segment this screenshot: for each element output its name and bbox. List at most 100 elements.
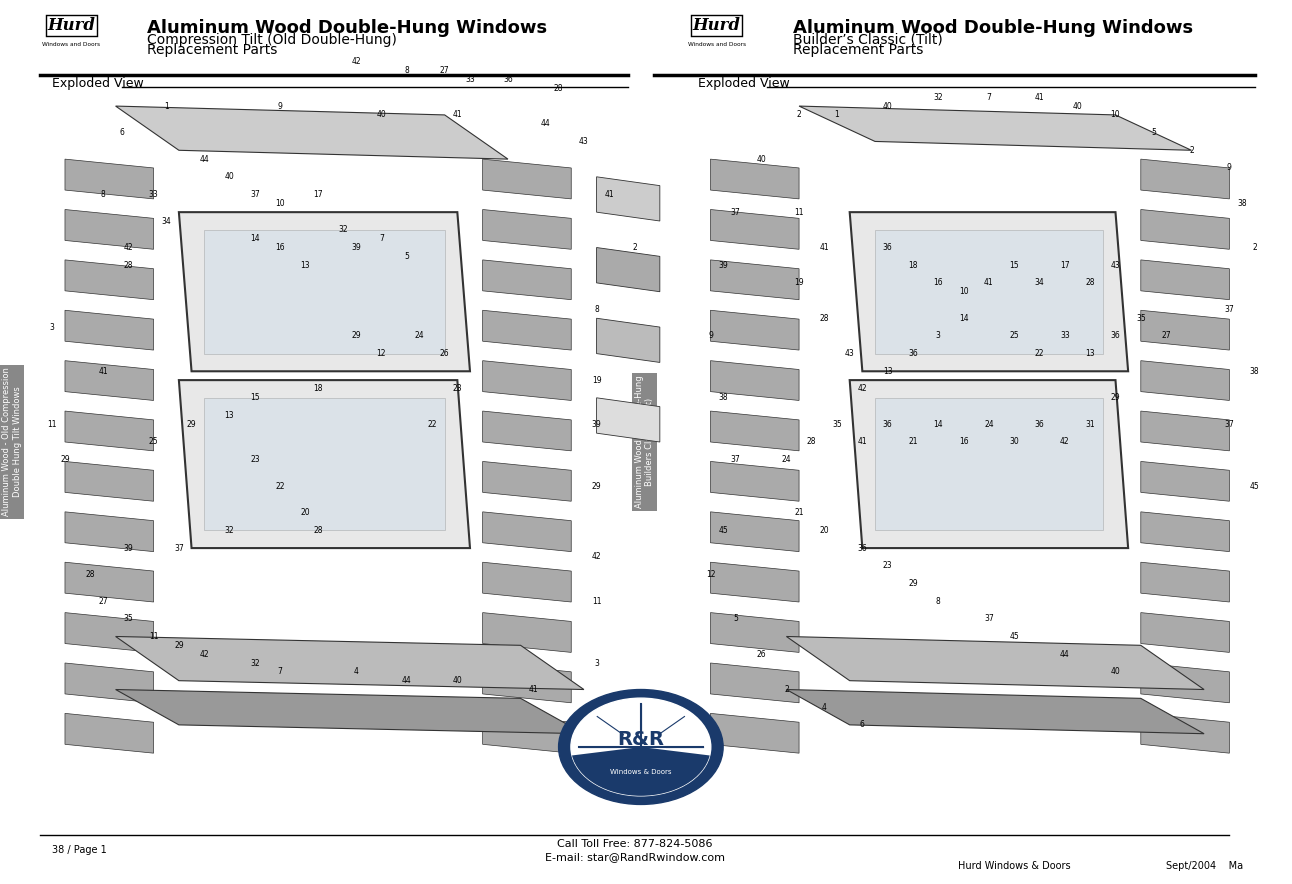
Text: 12: 12 bbox=[705, 570, 716, 579]
Text: 14: 14 bbox=[251, 234, 260, 243]
Text: 8: 8 bbox=[404, 66, 410, 75]
Text: 42: 42 bbox=[199, 650, 209, 659]
Text: 32: 32 bbox=[934, 93, 943, 102]
Text: 3: 3 bbox=[594, 659, 599, 667]
Text: 42: 42 bbox=[1059, 438, 1070, 446]
Text: 44: 44 bbox=[199, 155, 209, 164]
Text: 36: 36 bbox=[858, 544, 867, 552]
Polygon shape bbox=[711, 713, 798, 753]
Polygon shape bbox=[787, 690, 1204, 734]
Text: 36: 36 bbox=[1035, 420, 1044, 429]
Polygon shape bbox=[65, 663, 154, 703]
Text: 37: 37 bbox=[174, 544, 183, 552]
Text: 11: 11 bbox=[149, 632, 159, 641]
Polygon shape bbox=[1141, 260, 1230, 300]
Text: 41: 41 bbox=[858, 438, 867, 446]
Polygon shape bbox=[711, 310, 798, 350]
Text: 28: 28 bbox=[85, 570, 96, 579]
Text: 12: 12 bbox=[377, 349, 386, 358]
Text: 30: 30 bbox=[1009, 438, 1019, 446]
Polygon shape bbox=[875, 230, 1103, 354]
Text: 28: 28 bbox=[554, 84, 563, 93]
Text: E-mail: star@RandRwindow.com: E-mail: star@RandRwindow.com bbox=[544, 852, 725, 863]
Polygon shape bbox=[850, 212, 1128, 371]
Text: 40: 40 bbox=[376, 110, 386, 119]
Polygon shape bbox=[178, 380, 470, 548]
Text: 41: 41 bbox=[452, 110, 463, 119]
Text: Builder’s Classic (Tilt): Builder’s Classic (Tilt) bbox=[793, 33, 942, 47]
Text: 37: 37 bbox=[249, 190, 260, 199]
Text: 45: 45 bbox=[718, 526, 727, 535]
Text: 1: 1 bbox=[835, 110, 840, 119]
Polygon shape bbox=[711, 159, 798, 199]
Text: 37: 37 bbox=[731, 455, 740, 464]
Text: Exploded View: Exploded View bbox=[698, 78, 789, 90]
Text: 38: 38 bbox=[1238, 199, 1247, 208]
Polygon shape bbox=[483, 260, 571, 300]
Text: 4: 4 bbox=[354, 667, 358, 676]
Text: 11: 11 bbox=[48, 420, 57, 429]
Text: 28: 28 bbox=[1085, 278, 1094, 287]
Text: 7: 7 bbox=[278, 667, 283, 676]
Text: 27: 27 bbox=[98, 597, 107, 606]
Text: 45: 45 bbox=[1249, 482, 1260, 491]
Text: 23: 23 bbox=[882, 561, 893, 570]
Text: 44: 44 bbox=[1059, 650, 1070, 659]
Text: 20: 20 bbox=[301, 508, 310, 517]
Text: 34: 34 bbox=[1035, 278, 1044, 287]
Polygon shape bbox=[1141, 310, 1230, 350]
Text: 34: 34 bbox=[162, 217, 171, 225]
Polygon shape bbox=[711, 613, 798, 652]
Polygon shape bbox=[711, 210, 798, 249]
Text: 26: 26 bbox=[439, 349, 450, 358]
Polygon shape bbox=[178, 212, 470, 371]
Text: 13: 13 bbox=[301, 261, 310, 270]
Text: 25: 25 bbox=[1009, 332, 1019, 340]
Text: 5: 5 bbox=[734, 614, 738, 623]
Text: 35: 35 bbox=[1136, 314, 1146, 323]
Polygon shape bbox=[711, 461, 798, 501]
Polygon shape bbox=[850, 380, 1128, 548]
Polygon shape bbox=[1141, 461, 1230, 501]
Polygon shape bbox=[483, 512, 571, 552]
Polygon shape bbox=[65, 613, 154, 652]
Text: 41: 41 bbox=[819, 243, 829, 252]
Text: 2: 2 bbox=[1252, 243, 1257, 252]
Polygon shape bbox=[1141, 512, 1230, 552]
Text: 5: 5 bbox=[1151, 128, 1156, 137]
Text: Aluminum Wood - Double-Hung
Builders Classic (Tilt): Aluminum Wood - Double-Hung Builders Cla… bbox=[634, 376, 654, 508]
Polygon shape bbox=[65, 310, 154, 350]
Text: 21: 21 bbox=[908, 438, 917, 446]
Text: 11: 11 bbox=[795, 208, 804, 217]
Polygon shape bbox=[65, 562, 154, 602]
Text: 28: 28 bbox=[124, 261, 133, 270]
Text: 36: 36 bbox=[1111, 332, 1120, 340]
Text: 39: 39 bbox=[592, 420, 602, 429]
Text: 21: 21 bbox=[795, 508, 804, 517]
Polygon shape bbox=[711, 512, 798, 552]
Polygon shape bbox=[483, 210, 571, 249]
Text: 2: 2 bbox=[632, 243, 637, 252]
Text: 38: 38 bbox=[718, 393, 727, 402]
Polygon shape bbox=[204, 230, 444, 354]
Text: 33: 33 bbox=[1059, 332, 1070, 340]
Polygon shape bbox=[1141, 361, 1230, 400]
Text: 8: 8 bbox=[594, 305, 599, 314]
Text: 27: 27 bbox=[1162, 332, 1171, 340]
Polygon shape bbox=[65, 461, 154, 501]
Text: 23: 23 bbox=[452, 385, 463, 393]
Circle shape bbox=[558, 690, 724, 804]
Text: 9: 9 bbox=[708, 332, 713, 340]
Text: 44: 44 bbox=[541, 119, 550, 128]
Polygon shape bbox=[65, 411, 154, 451]
Text: 18: 18 bbox=[908, 261, 917, 270]
Text: 29: 29 bbox=[592, 482, 601, 491]
Circle shape bbox=[571, 698, 711, 796]
Text: 36: 36 bbox=[882, 420, 893, 429]
Text: 8: 8 bbox=[935, 597, 941, 606]
Polygon shape bbox=[65, 512, 154, 552]
Text: 22: 22 bbox=[1035, 349, 1044, 358]
Polygon shape bbox=[1141, 411, 1230, 451]
Text: 37: 37 bbox=[985, 614, 994, 623]
Polygon shape bbox=[1141, 713, 1230, 753]
